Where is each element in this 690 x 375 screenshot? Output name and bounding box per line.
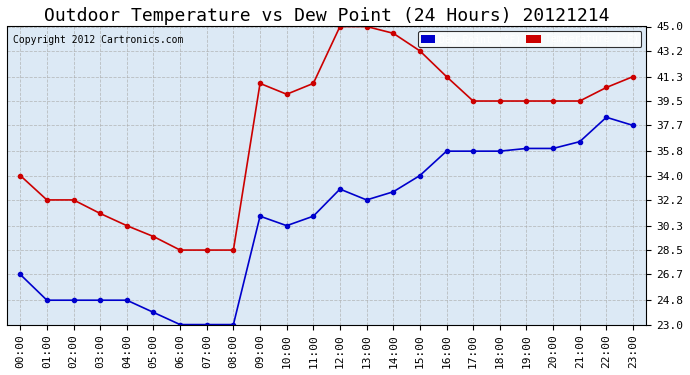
Title: Outdoor Temperature vs Dew Point (24 Hours) 20121214: Outdoor Temperature vs Dew Point (24 Hou… bbox=[44, 7, 609, 25]
Text: Copyright 2012 Cartronics.com: Copyright 2012 Cartronics.com bbox=[13, 36, 184, 45]
Legend: Dew Point (°F), Temperature (°F): Dew Point (°F), Temperature (°F) bbox=[417, 32, 642, 47]
